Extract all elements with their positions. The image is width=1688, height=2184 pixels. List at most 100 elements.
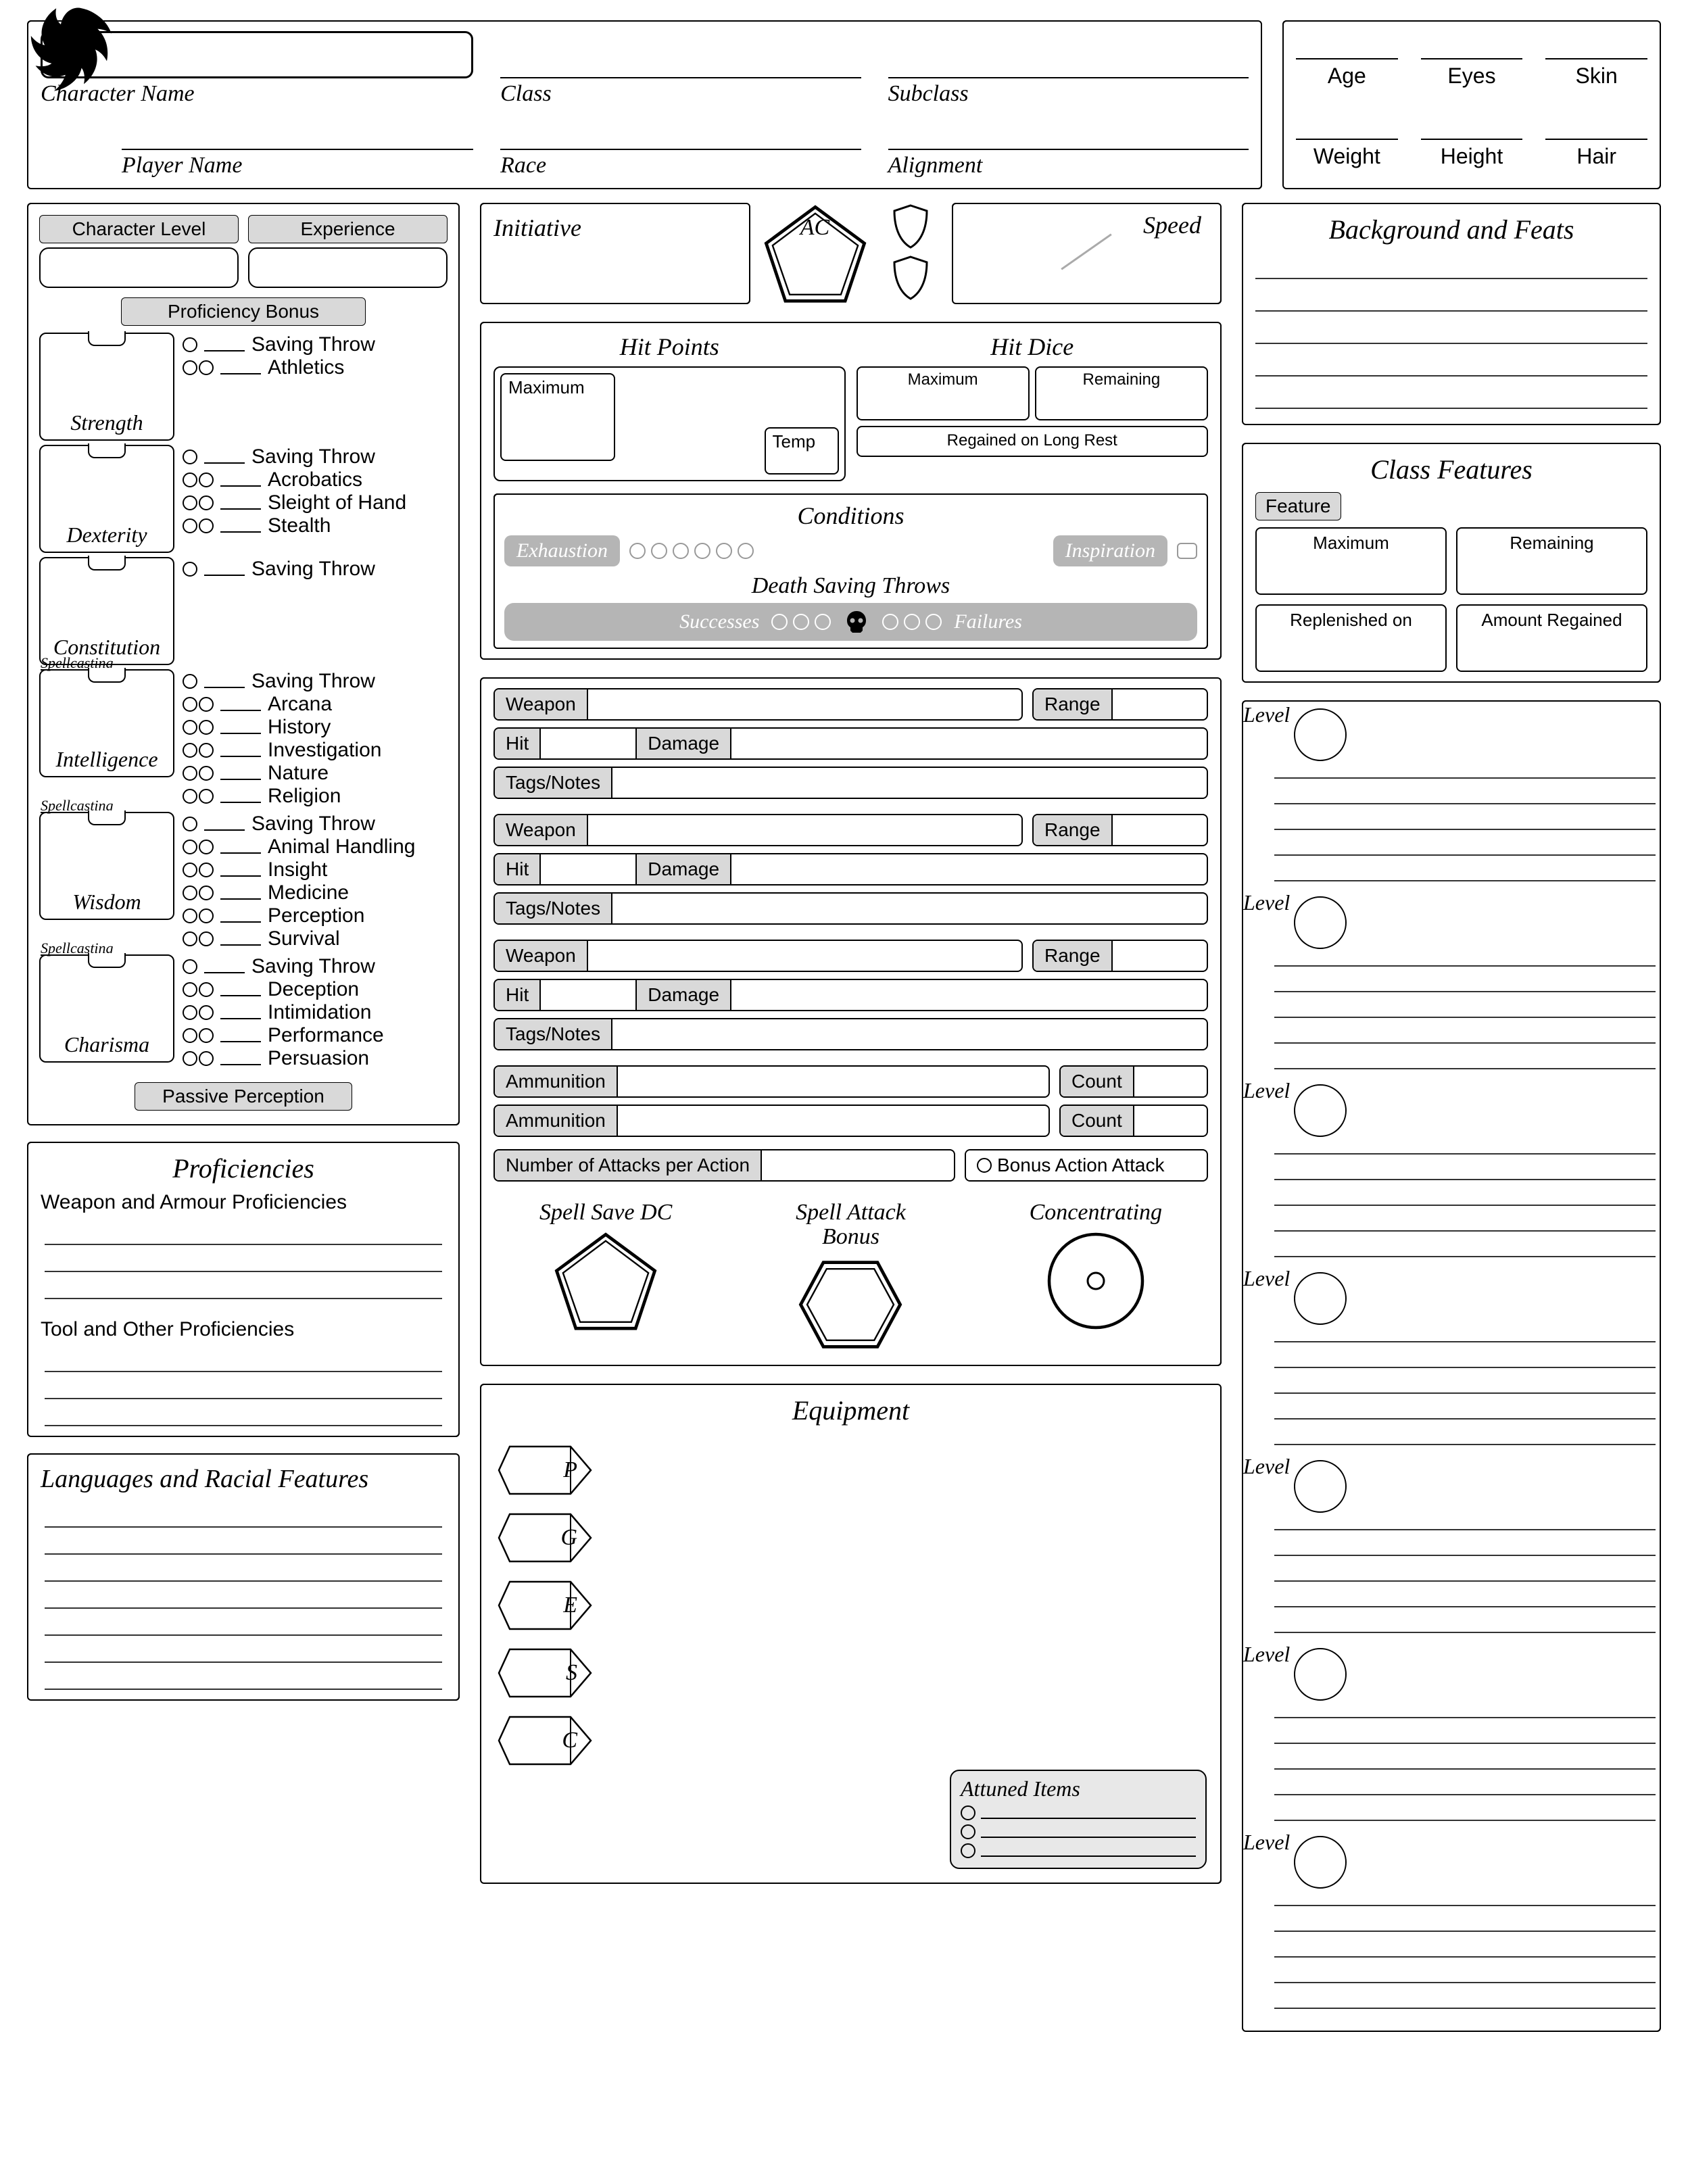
prof-pip[interactable] <box>183 1005 197 1020</box>
experience-field[interactable]: Experience <box>248 215 448 288</box>
initiative-box[interactable]: Initiative <box>480 203 750 304</box>
prof-pip[interactable] <box>183 720 197 735</box>
expert-pip[interactable] <box>199 766 214 781</box>
height-field[interactable]: Height <box>1421 112 1523 178</box>
bonus-attack-checkbox[interactable] <box>977 1158 992 1173</box>
prof-line[interactable] <box>45 1345 442 1372</box>
expert-pip[interactable] <box>199 697 214 712</box>
skin-field[interactable]: Skin <box>1545 31 1647 98</box>
num-attacks-field[interactable]: Number of Attacks per Action <box>493 1149 955 1182</box>
level-line[interactable] <box>1274 1155 1656 1180</box>
bonus-action-attack-field[interactable]: Bonus Action Attack <box>965 1149 1208 1182</box>
level-circle[interactable] <box>1294 1648 1347 1701</box>
level-line[interactable] <box>1274 992 1656 1018</box>
level-circle[interactable] <box>1294 1272 1347 1325</box>
prof-pip[interactable] <box>183 982 197 997</box>
prof-pip[interactable] <box>183 743 197 758</box>
alignment-field[interactable]: Alignment <box>888 119 1249 178</box>
skill-row[interactable]: Performance <box>183 1024 448 1047</box>
skill-row[interactable]: Deception <box>183 978 448 1001</box>
prof-pip[interactable] <box>183 840 197 854</box>
expert-pip[interactable] <box>199 1028 214 1043</box>
bg-line[interactable] <box>1255 382 1647 409</box>
weapon-name-field[interactable]: Weapon <box>493 814 1023 846</box>
level-line[interactable] <box>1274 1983 1656 2009</box>
lang-line[interactable] <box>45 1609 442 1636</box>
weapon-range-field[interactable]: Range <box>1032 940 1208 972</box>
failure-dots[interactable] <box>882 614 942 630</box>
level-line[interactable] <box>1274 1718 1656 1744</box>
level-line[interactable] <box>1274 830 1656 856</box>
prof-pip[interactable] <box>183 817 197 831</box>
lang-line[interactable] <box>45 1555 442 1582</box>
success-dots[interactable] <box>771 614 831 630</box>
expert-pip[interactable] <box>199 1005 214 1020</box>
level-line[interactable] <box>1274 1906 1656 1932</box>
expert-pip[interactable] <box>199 863 214 877</box>
weapon-tags-field[interactable]: Tags/Notes <box>493 892 1208 925</box>
level-line[interactable] <box>1274 1958 1656 1983</box>
skill-row[interactable]: Animal Handling <box>183 835 448 858</box>
skill-row[interactable]: Investigation <box>183 739 448 762</box>
skill-row[interactable]: Insight <box>183 858 448 881</box>
level-line[interactable] <box>1274 1342 1656 1368</box>
level-line[interactable] <box>1274 1932 1656 1958</box>
prof-pip[interactable] <box>183 789 197 804</box>
hd-max-field[interactable]: Maximum <box>857 366 1030 420</box>
ability-score-box[interactable]: Charisma <box>39 954 174 1063</box>
prof-line[interactable] <box>45 1272 442 1299</box>
prof-pip[interactable] <box>183 697 197 712</box>
speed-box[interactable]: Speed <box>952 203 1222 304</box>
hd-regained-field[interactable]: Regained on Long Rest <box>857 426 1209 457</box>
coin-p[interactable]: P <box>496 1440 598 1501</box>
ammo-field[interactable]: Ammunition <box>493 1105 1050 1137</box>
prof-line[interactable] <box>45 1218 442 1245</box>
expert-pip[interactable] <box>199 743 214 758</box>
lang-line[interactable] <box>45 1582 442 1609</box>
level-line[interactable] <box>1274 1607 1656 1633</box>
ability-score-box[interactable]: Intelligence <box>39 669 174 777</box>
prof-line[interactable] <box>45 1245 442 1272</box>
expert-pip[interactable] <box>199 472 214 487</box>
cf-replenished-field[interactable]: Replenished on <box>1255 604 1447 672</box>
expert-pip[interactable] <box>199 720 214 735</box>
level-line[interactable] <box>1274 1530 1656 1556</box>
level-line[interactable] <box>1274 967 1656 992</box>
level-line[interactable] <box>1274 1180 1656 1206</box>
concentrating[interactable]: Concentrating <box>1021 1200 1170 1355</box>
weapon-hit-damage-field[interactable]: Hit Damage <box>493 727 1208 760</box>
ability-score-box[interactable]: Constitution <box>39 557 174 665</box>
expert-pip[interactable] <box>199 885 214 900</box>
cf-amount-regained-field[interactable]: Amount Regained <box>1456 604 1647 672</box>
expert-pip[interactable] <box>199 982 214 997</box>
hd-remaining-field[interactable]: Remaining <box>1035 366 1208 420</box>
skill-row[interactable]: Perception <box>183 904 448 927</box>
hp-max-field[interactable]: Maximum <box>500 373 615 461</box>
skill-row[interactable]: Survival <box>183 927 448 950</box>
prof-pip[interactable] <box>183 931 197 946</box>
shield-icon[interactable] <box>880 254 941 301</box>
level-line[interactable] <box>1274 1368 1656 1394</box>
skill-row[interactable]: Intimidation <box>183 1001 448 1024</box>
prof-pip[interactable] <box>183 1028 197 1043</box>
prof-pip[interactable] <box>183 674 197 689</box>
spell-attack-bonus[interactable]: Spell Attack Bonus <box>776 1200 925 1355</box>
exhaustion-dots[interactable] <box>629 543 754 559</box>
expert-pip[interactable] <box>199 495 214 510</box>
skill-row[interactable]: Acrobatics <box>183 468 448 491</box>
coin-g[interactable]: G <box>496 1507 598 1568</box>
skill-row[interactable]: Persuasion <box>183 1047 448 1070</box>
weapon-name-field[interactable]: Weapon <box>493 688 1023 721</box>
weapon-range-field[interactable]: Range <box>1032 688 1208 721</box>
level-line[interactable] <box>1274 779 1656 804</box>
weapon-tags-field[interactable]: Tags/Notes <box>493 767 1208 799</box>
level-line[interactable] <box>1274 856 1656 881</box>
coin-s[interactable]: S <box>496 1643 598 1703</box>
skill-row[interactable]: History <box>183 716 448 739</box>
skill-row[interactable]: Sleight of Hand <box>183 491 448 514</box>
lang-line[interactable] <box>45 1636 442 1663</box>
level-circle[interactable] <box>1294 708 1347 761</box>
prof-pip[interactable] <box>183 1051 197 1066</box>
weight-field[interactable]: Weight <box>1296 112 1398 178</box>
ammo-field[interactable]: Ammunition <box>493 1065 1050 1098</box>
